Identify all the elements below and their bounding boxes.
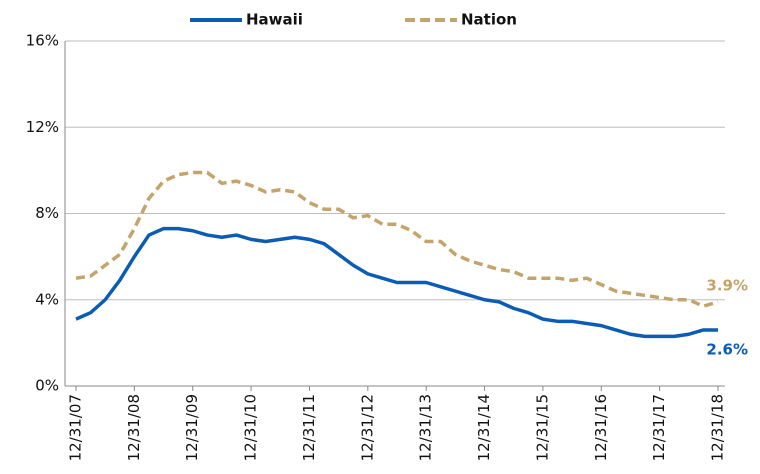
legend-label: Hawaii — [246, 11, 303, 29]
x-tick-label: 12/31/15 — [533, 394, 551, 461]
x-tick-label: 12/31/07 — [67, 394, 85, 461]
y-tick-label: 12% — [26, 118, 59, 136]
x-tick-label: 12/31/08 — [125, 394, 143, 461]
y-tick-label: 16% — [26, 32, 59, 50]
legend-label: Nation — [461, 11, 517, 29]
x-tick-label: 12/31/12 — [358, 394, 376, 461]
series-line — [75, 226, 718, 339]
y-tick-label: 0% — [35, 377, 59, 395]
x-tick-label: 12/31/10 — [242, 394, 260, 461]
data-label: 3.9% — [706, 276, 748, 294]
x-tick-label: 12/31/16 — [592, 394, 610, 461]
series-line — [75, 170, 719, 308]
x-tick-label: 12/31/13 — [417, 394, 435, 461]
x-tick-label: 12/31/11 — [300, 394, 318, 461]
x-tick-label: 12/31/17 — [650, 394, 668, 461]
x-tick-label: 12/31/09 — [183, 394, 201, 461]
y-tick-label: 8% — [35, 204, 59, 222]
x-tick-label: 12/31/18 — [709, 394, 727, 461]
data-label: 2.6% — [706, 340, 748, 358]
y-tick-label: 4% — [35, 290, 59, 308]
x-tick-label: 12/31/14 — [475, 394, 493, 461]
